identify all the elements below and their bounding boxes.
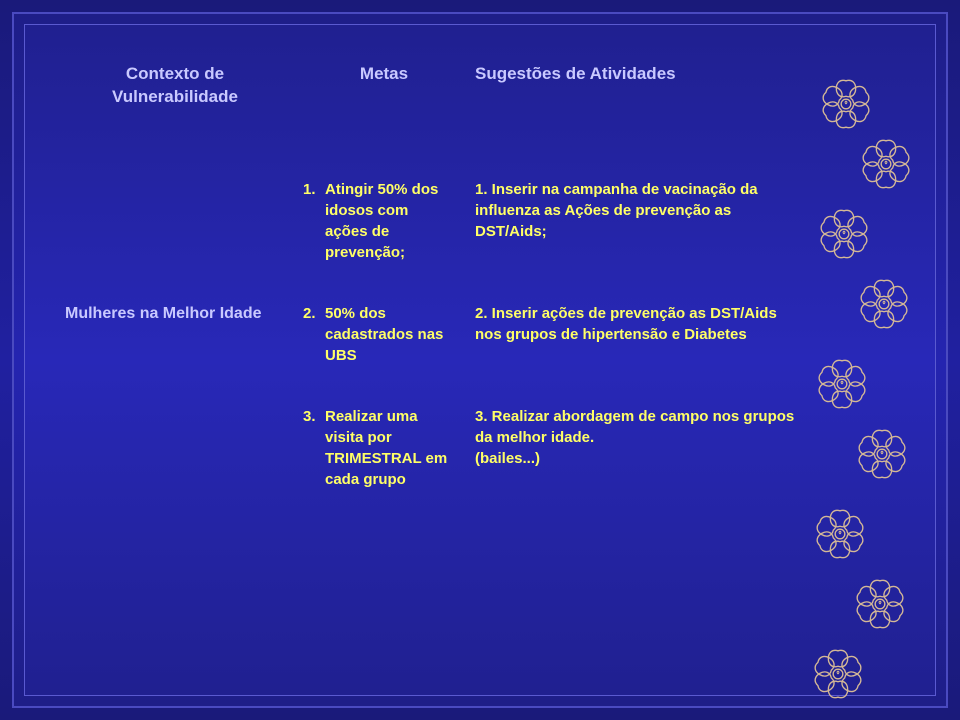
flower-icon bbox=[857, 135, 915, 193]
flower-icon bbox=[811, 505, 869, 563]
flower-icon bbox=[851, 575, 909, 633]
row-label bbox=[65, 406, 285, 408]
outer-frame: Contexto de Vulnerabilidade Metas Sugest… bbox=[12, 12, 948, 708]
meta-text: Atingir 50% dos idosos com ações de prev… bbox=[325, 179, 453, 263]
row-activity: 1. Inserir na campanha de vacinação da i… bbox=[465, 179, 795, 242]
meta-number: 1. bbox=[303, 179, 325, 263]
meta-text: 50% dos cadastrados nas UBS bbox=[325, 303, 453, 366]
row-label: Mulheres na Melhor Idade bbox=[65, 303, 285, 323]
flower-icon bbox=[815, 205, 873, 263]
header-col2: Metas bbox=[285, 63, 465, 109]
meta-number: 3. bbox=[303, 406, 325, 490]
header-col3: Sugestões de Atividades bbox=[465, 63, 795, 109]
flower-icon bbox=[809, 645, 867, 703]
meta-text: Realizar uma visita por TRIMESTRAL em ca… bbox=[325, 406, 453, 490]
header-col1-line1: Contexto de bbox=[126, 64, 224, 83]
header-col1: Contexto de Vulnerabilidade bbox=[65, 63, 285, 109]
inner-frame: Contexto de Vulnerabilidade Metas Sugest… bbox=[24, 24, 936, 696]
flower-decorations bbox=[807, 75, 917, 645]
table-row: 3. Realizar uma visita por TRIMESTRAL em… bbox=[65, 406, 795, 490]
row-label bbox=[65, 179, 285, 181]
row-activity: 2. Inserir ações de prevenção as DST/Aid… bbox=[465, 303, 795, 345]
flower-icon bbox=[817, 75, 875, 133]
flower-icon bbox=[855, 275, 913, 333]
flower-icon bbox=[813, 355, 871, 413]
table-header-row: Contexto de Vulnerabilidade Metas Sugest… bbox=[65, 53, 795, 109]
table-row: 1. Atingir 50% dos idosos com ações de p… bbox=[65, 179, 795, 263]
content-area: Contexto de Vulnerabilidade Metas Sugest… bbox=[65, 53, 795, 655]
flower-icon bbox=[853, 425, 911, 483]
meta-number: 2. bbox=[303, 303, 325, 366]
header-col1-line2: Vulnerabilidade bbox=[112, 87, 238, 106]
row-meta: 3. Realizar uma visita por TRIMESTRAL em… bbox=[285, 406, 465, 490]
table-row: Mulheres na Melhor Idade 2. 50% dos cada… bbox=[65, 303, 795, 366]
row-meta: 2. 50% dos cadastrados nas UBS bbox=[285, 303, 465, 366]
row-meta: 1. Atingir 50% dos idosos com ações de p… bbox=[285, 179, 465, 263]
row-activity: 3. Realizar abordagem de campo nos grupo… bbox=[465, 406, 795, 469]
